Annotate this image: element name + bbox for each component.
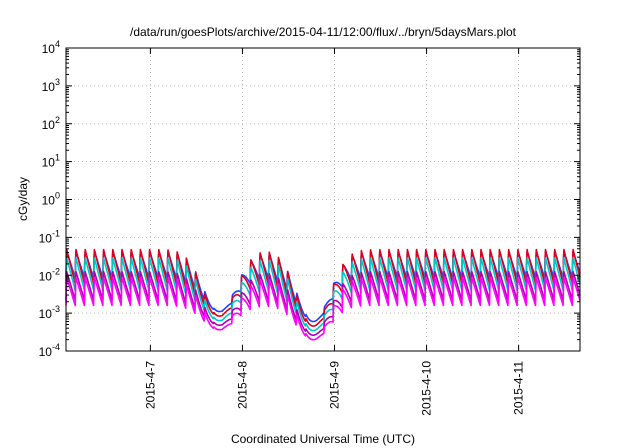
series-line <box>65 270 581 337</box>
y-tick-label: 104 <box>42 39 60 56</box>
y-tick-label: 10-1 <box>39 228 60 245</box>
y-tick-label: 102 <box>42 115 60 132</box>
y-tick-label: 100 <box>42 191 60 208</box>
x-axis-ticks: 2015-4-7 2015-4-8 2015-4-9 2015-4-10 2015-4-… <box>143 48 526 416</box>
x-tick-label: 2015-4-9 <box>328 361 342 409</box>
y-axis-ticks: 10-4 10-3 10-2 10-1 100 101 102 103 104 <box>39 39 580 359</box>
x-tick-label: 2015-4-10 <box>420 361 434 416</box>
series-line <box>65 257 581 332</box>
series-line <box>65 276 581 341</box>
y-tick-label: 101 <box>42 153 60 170</box>
x-axis-label: Coordinated Universal Time (UTC) <box>231 432 415 446</box>
y-tick-label: 10-2 <box>39 266 60 283</box>
y-axis-label: cGy/day <box>16 177 30 221</box>
y-tick-label: 10-3 <box>39 304 60 321</box>
x-tick-label: 2015-4-11 <box>512 361 526 415</box>
y-tick-label: 103 <box>42 77 60 94</box>
series-lines <box>65 248 581 341</box>
x-tick-label: 2015-4-7 <box>143 361 157 409</box>
series-line <box>65 248 581 327</box>
y-tick-label: 10-4 <box>39 342 60 359</box>
x-tick-label: 2015-4-8 <box>235 361 249 409</box>
chart-title: /data/run/goesPlots/archive/2015-04-11/1… <box>130 25 517 39</box>
grid-lines <box>66 47 580 352</box>
